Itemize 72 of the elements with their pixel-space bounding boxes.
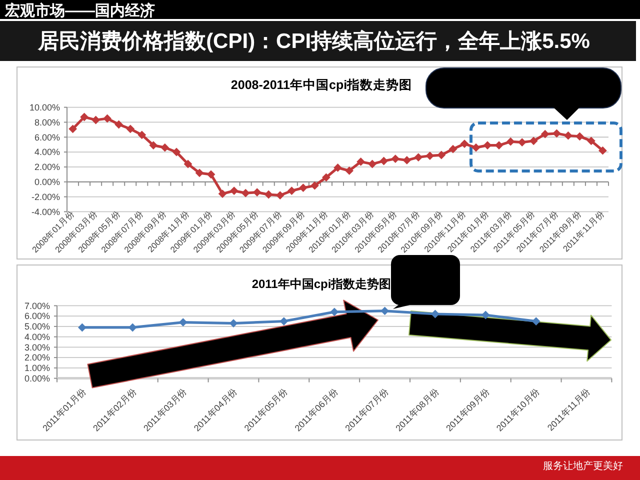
y-tick-label: 8.00% [34, 117, 60, 128]
point [448, 144, 458, 154]
y-tick-label: 7.00% [24, 300, 50, 311]
text: 居民消费价格指数(CPI)：CPI持续高位运行，全年上涨5.5% [37, 29, 590, 53]
point [437, 150, 446, 160]
point [345, 166, 354, 175]
point [431, 310, 440, 318]
point [532, 317, 540, 326]
point [264, 190, 273, 199]
point [426, 152, 434, 160]
point [288, 186, 296, 195]
point [78, 323, 86, 332]
point [206, 170, 216, 179]
point [184, 160, 192, 168]
point [587, 136, 596, 146]
point [518, 138, 526, 146]
chart-title: 2008-2011年中国cpi指数走势图 [230, 77, 412, 92]
y-tick-label: 5.00% [24, 322, 50, 332]
point [114, 120, 123, 129]
y-tick-label: 4.00% [34, 147, 60, 158]
chart-title: 2011年中国cpi指数走势图 [252, 277, 392, 291]
point [276, 191, 284, 200]
y-tick-label: -2.00% [31, 192, 60, 202]
point [322, 173, 330, 182]
point [529, 136, 538, 146]
text: 宏观市场——国内经济 [4, 2, 155, 20]
point [241, 188, 250, 198]
y-tick-label: -4.00% [31, 206, 60, 217]
point [334, 164, 342, 172]
y-tick-label: 6.00% [24, 311, 50, 322]
point [564, 131, 572, 140]
point [356, 158, 365, 166]
y-tick-label: 3.00% [24, 342, 50, 352]
point [230, 186, 238, 195]
y-tick-label: 10.00% [29, 102, 60, 112]
point [126, 124, 135, 134]
point [576, 132, 584, 141]
point [299, 184, 308, 192]
y-tick-label: 4.00% [24, 332, 50, 342]
point [310, 181, 319, 190]
point [380, 156, 388, 166]
point [414, 153, 423, 162]
point [218, 190, 227, 198]
point [368, 160, 376, 168]
point [391, 154, 400, 163]
y-tick-label: 2.00% [34, 162, 60, 172]
point [68, 124, 77, 134]
point [252, 188, 262, 196]
point [380, 306, 389, 316]
point [92, 116, 100, 124]
point [178, 318, 188, 326]
point [138, 130, 146, 140]
point [195, 168, 204, 178]
point [472, 143, 480, 152]
point [460, 140, 469, 148]
point [149, 141, 158, 150]
text: 服务让地产更美好 [543, 460, 623, 472]
y-tick-label: 6.00% [34, 132, 60, 142]
point [172, 148, 181, 156]
point [552, 129, 561, 138]
point [80, 112, 88, 122]
point [506, 137, 515, 146]
y-tick-label: 0.00% [34, 177, 60, 188]
point [402, 156, 412, 164]
point [598, 146, 607, 155]
y-tick-label: 1.00% [24, 363, 50, 374]
y-tick-label: 0.00% [24, 373, 50, 384]
point [103, 114, 112, 123]
point [160, 143, 170, 152]
point [280, 317, 288, 326]
point [540, 130, 550, 138]
y-tick-label: 2.00% [24, 352, 50, 363]
